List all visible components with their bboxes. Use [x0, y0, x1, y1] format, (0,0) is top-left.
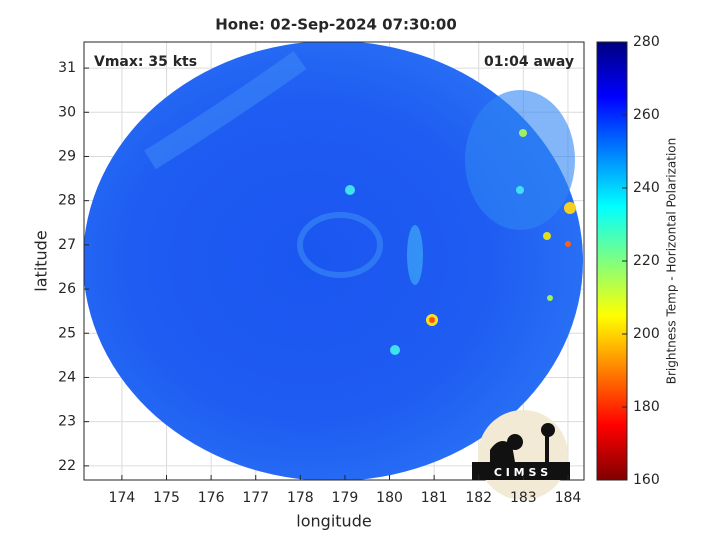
x-tick-label: 174	[109, 490, 136, 506]
y-tick-label: 24	[58, 369, 76, 385]
colorbar-tick-label: 220	[633, 253, 660, 269]
x-tick-label: 181	[421, 490, 448, 506]
x-tick-label: 178	[287, 490, 314, 506]
vmax-annotation: Vmax: 35 kts	[94, 54, 197, 70]
y-tick-label: 27	[58, 237, 76, 253]
y-tick-label: 28	[58, 193, 76, 209]
colorbar-tick-label: 280	[633, 34, 660, 50]
colorbar-label: Brightness Temp - Horizontal Polarizatio…	[665, 138, 679, 385]
x-tick-label: 183	[510, 490, 537, 506]
satellite-swath	[84, 42, 583, 480]
x-tick-label: 176	[198, 490, 225, 506]
colorbar-tick-label: 240	[633, 180, 660, 196]
logo-text: C I M S S	[494, 466, 548, 479]
plot-frame	[83, 41, 585, 481]
y-tick-label: 22	[58, 458, 76, 474]
y-tick-label: 26	[58, 281, 76, 297]
x-tick-label: 179	[332, 490, 359, 506]
y-tick-label: 23	[58, 414, 76, 430]
colorbar-tick-label: 260	[633, 107, 660, 123]
y-tick-label: 31	[58, 60, 76, 76]
title: Hone: 02-Sep-2024 07:30:00	[215, 16, 457, 34]
colorbar-tick-label: 200	[633, 326, 660, 342]
y-tick-label: 30	[58, 104, 76, 120]
y-axis-label: latitude	[32, 230, 51, 291]
x-tick-label: 175	[153, 490, 180, 506]
x-axis-label: longitude	[296, 512, 371, 531]
y-tick-label: 29	[58, 148, 76, 164]
x-tick-label: 182	[465, 490, 492, 506]
y-tick-label: 25	[58, 325, 76, 341]
x-tick-label: 180	[376, 490, 403, 506]
colorbar-tick-label: 160	[633, 472, 660, 488]
time-annotation: 01:04 away	[484, 54, 574, 70]
x-tick-label: 184	[555, 490, 582, 506]
x-tick-label: 177	[242, 490, 269, 506]
cimss-logo: C I M S S	[472, 410, 570, 500]
colorbar-tick-label: 180	[633, 399, 660, 415]
